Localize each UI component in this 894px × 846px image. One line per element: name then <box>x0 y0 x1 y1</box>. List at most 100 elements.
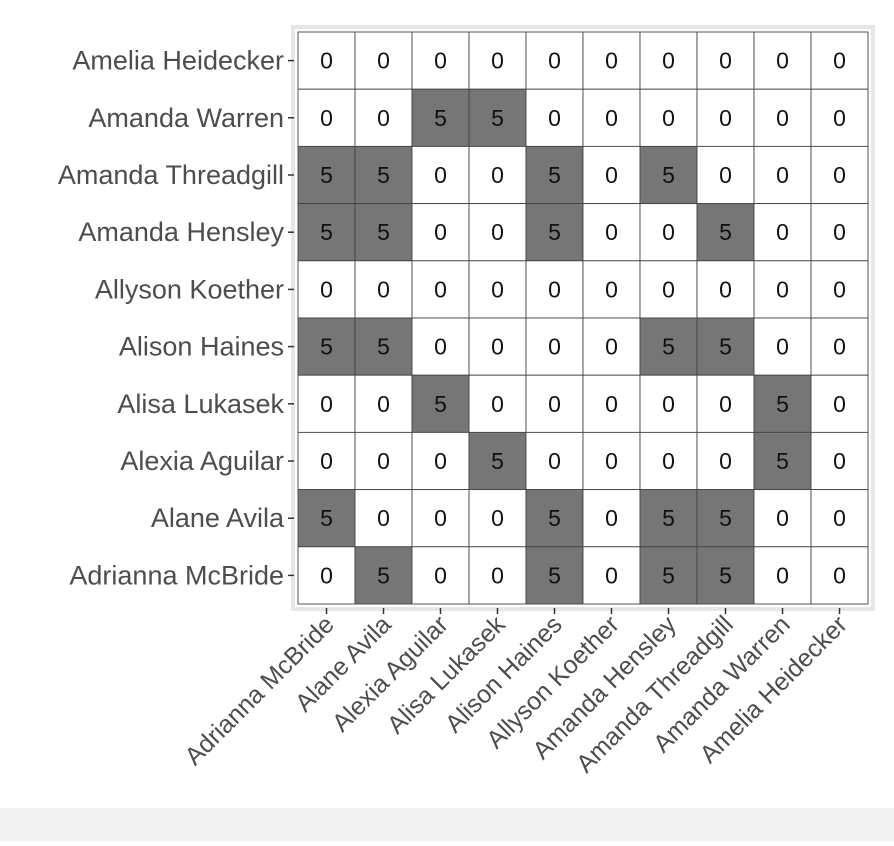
heatmap-cell <box>810 489 869 548</box>
heatmap-cell <box>696 431 755 491</box>
cell-value-label: 5 <box>434 105 447 131</box>
heatmap-cell <box>639 260 698 319</box>
cell-value-label: 5 <box>548 562 561 588</box>
heatmap-cell <box>696 489 755 548</box>
heatmap-cell <box>525 203 584 262</box>
heatmap-cell <box>582 203 641 262</box>
heatmap-cell <box>810 88 869 147</box>
cell-value-label: 0 <box>434 562 447 588</box>
heatmap-cell <box>810 546 869 605</box>
cell-value-label: 0 <box>833 505 846 531</box>
cell-value-label: 5 <box>377 162 390 188</box>
heatmap-cell <box>354 31 413 90</box>
cell-value-label: 0 <box>833 391 846 417</box>
cell-value-label: 0 <box>776 276 789 302</box>
cell-value-label: 0 <box>377 48 390 74</box>
cell-value-label: 0 <box>548 48 561 74</box>
cell-value-label: 0 <box>776 219 789 245</box>
cell-value-label: 0 <box>491 562 504 588</box>
heatmap-cell <box>753 260 812 319</box>
cell-value-label: 0 <box>434 334 447 360</box>
y-tick-label: Amelia Heidecker <box>72 46 284 76</box>
cell-value-label: 0 <box>605 162 618 188</box>
heatmap-cell <box>411 317 470 376</box>
cell-value-label: 0 <box>491 276 504 302</box>
cell-value-label: 0 <box>548 276 561 302</box>
heatmap-cell <box>696 88 755 147</box>
cell-value-label: 0 <box>662 448 675 474</box>
cell-value-label: 0 <box>377 276 390 302</box>
cell-value-label: 0 <box>548 105 561 131</box>
cell-value-label: 0 <box>320 448 333 474</box>
heatmap-cell <box>639 31 698 90</box>
heatmap-cell <box>468 546 527 605</box>
cell-value-label: 0 <box>320 391 333 417</box>
cell-grid: 0 0 0 0 0 0 0 0 0 0 0 0 5 5 0 0 0 0 0 0 5 5 0 0 5 0 5 0 0 0 5 5 0 0 5 0 0 5 0 0… <box>297 31 869 605</box>
y-tick-label: Amanda Warren <box>88 103 284 133</box>
heatmap-cell <box>297 260 356 319</box>
cell-value-label: 5 <box>377 334 390 360</box>
cell-value-label: 0 <box>833 219 846 245</box>
heatmap-cell <box>639 88 698 147</box>
cell-value-label: 0 <box>776 562 789 588</box>
heatmap-cell <box>639 374 698 433</box>
heatmap-cell <box>297 145 356 205</box>
cell-value-label: 0 <box>605 448 618 474</box>
cell-value-label: 0 <box>320 562 333 588</box>
heatmap-cell <box>411 88 470 147</box>
cell-value-label: 0 <box>719 448 732 474</box>
cell-value-label: 5 <box>719 219 732 245</box>
heatmap-cell <box>468 145 527 205</box>
y-tick-label: Amanda Hensley <box>78 217 284 247</box>
cell-value-label: 5 <box>776 448 789 474</box>
heatmap-cell <box>354 317 413 376</box>
heatmap-cell <box>696 546 755 605</box>
heatmap-cell <box>297 546 356 605</box>
cell-value-label: 0 <box>833 334 846 360</box>
cell-value-label: 5 <box>719 334 732 360</box>
cell-value-label: 0 <box>776 505 789 531</box>
cell-value-label: 0 <box>776 105 789 131</box>
heatmap-cell <box>525 374 584 433</box>
cell-value-label: 0 <box>377 505 390 531</box>
heatmap-cell <box>696 203 755 262</box>
cell-value-label: 0 <box>605 48 618 74</box>
cell-value-label: 0 <box>491 505 504 531</box>
heatmap-cell <box>411 374 470 433</box>
y-tick-label: Alison Haines <box>119 332 284 362</box>
cell-value-label: 0 <box>605 105 618 131</box>
cell-value-label: 0 <box>377 448 390 474</box>
heatmap-cell <box>468 431 527 491</box>
heatmap-cell <box>297 88 356 147</box>
heatmap-cell <box>753 374 812 433</box>
cell-value-label: 0 <box>434 162 447 188</box>
heatmap-cell <box>354 260 413 319</box>
heatmap-cell <box>639 203 698 262</box>
heatmap-cell <box>810 260 869 319</box>
cell-value-label: 5 <box>662 562 675 588</box>
heatmap-cell <box>696 317 755 376</box>
heatmap-cell <box>810 431 869 491</box>
heatmap-cell <box>411 431 470 491</box>
cell-value-label: 0 <box>833 448 846 474</box>
cell-value-label: 5 <box>320 334 333 360</box>
cell-value-label: 5 <box>662 334 675 360</box>
cell-value-label: 5 <box>662 505 675 531</box>
cell-value-label: 0 <box>776 48 789 74</box>
cell-value-label: 0 <box>605 219 618 245</box>
heatmap-cell <box>354 489 413 548</box>
heatmap-cell <box>753 88 812 147</box>
cell-value-label: 0 <box>605 505 618 531</box>
cell-value-label: 0 <box>434 448 447 474</box>
heatmap-cell <box>468 489 527 548</box>
cell-value-label: 0 <box>605 391 618 417</box>
cell-value-label: 0 <box>377 105 390 131</box>
cell-value-label: 0 <box>662 48 675 74</box>
cell-value-label: 5 <box>320 505 333 531</box>
cell-value-label: 0 <box>605 562 618 588</box>
cell-value-label: 0 <box>605 334 618 360</box>
heatmap-cell <box>411 31 470 90</box>
heatmap-cell <box>354 431 413 491</box>
heatmap-cell <box>696 374 755 433</box>
